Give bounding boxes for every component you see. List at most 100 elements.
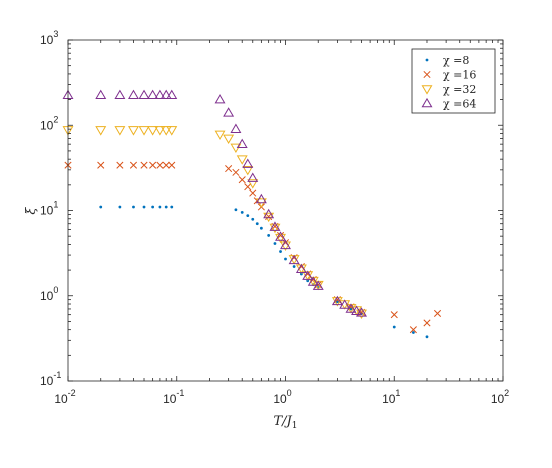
data-point bbox=[166, 89, 178, 100]
data-point bbox=[279, 250, 282, 253]
data-point bbox=[138, 126, 150, 136]
data-point bbox=[246, 214, 250, 218]
data-point bbox=[240, 210, 244, 214]
data-point bbox=[154, 126, 166, 136]
data-point bbox=[295, 263, 307, 273]
data-point bbox=[312, 280, 324, 290]
x-tick-label: 102 bbox=[491, 388, 509, 406]
data-point bbox=[166, 126, 178, 136]
data-point bbox=[99, 205, 103, 209]
data-point bbox=[280, 239, 291, 250]
legend-label: χ =16 bbox=[443, 69, 476, 82]
data-point bbox=[160, 126, 172, 136]
data-point bbox=[236, 155, 248, 165]
legend-entry: χ =32 bbox=[421, 83, 476, 96]
data-point bbox=[356, 307, 367, 317]
data-point bbox=[280, 241, 291, 251]
data-point bbox=[392, 325, 396, 329]
x-tick-label: 100 bbox=[273, 388, 291, 406]
data-point bbox=[138, 89, 150, 100]
data-point bbox=[160, 89, 172, 100]
data-point bbox=[299, 272, 303, 276]
legend-entry: χ =64 bbox=[421, 97, 476, 111]
legend-label: χ =8 bbox=[443, 54, 469, 67]
data-point bbox=[351, 305, 363, 315]
data-point bbox=[162, 161, 170, 169]
data-point bbox=[114, 126, 126, 136]
y-tick-label: 102 bbox=[40, 114, 58, 132]
data-point bbox=[132, 205, 135, 209]
data-point bbox=[129, 161, 138, 169]
data-point bbox=[140, 161, 148, 169]
data-point bbox=[149, 161, 157, 169]
x-tick-label: 101 bbox=[382, 388, 400, 406]
data-point bbox=[409, 326, 417, 334]
data-point bbox=[288, 255, 300, 265]
data-point bbox=[156, 161, 164, 169]
data-point bbox=[263, 208, 275, 219]
series-0 bbox=[99, 205, 429, 339]
y-tick-label: 101 bbox=[40, 200, 58, 218]
data-point bbox=[97, 161, 105, 169]
data-point bbox=[306, 279, 310, 283]
data-point bbox=[230, 143, 242, 153]
y-tick-label: 103 bbox=[40, 29, 58, 47]
data-point bbox=[433, 309, 442, 318]
data-point bbox=[114, 89, 126, 100]
data-point bbox=[214, 93, 226, 104]
data-point bbox=[302, 270, 314, 280]
data-point bbox=[147, 126, 159, 136]
legend-label: χ =64 bbox=[443, 98, 476, 111]
data-point bbox=[307, 276, 319, 286]
legend-marker bbox=[425, 58, 429, 62]
legend-label: χ =32 bbox=[443, 83, 476, 96]
data-point bbox=[275, 231, 286, 241]
data-point bbox=[411, 331, 415, 334]
data-point bbox=[267, 234, 271, 237]
legend: χ =8 χ =16χ =32 χ =64 bbox=[411, 48, 496, 114]
data-point bbox=[425, 335, 429, 339]
y-axis-label: ξ bbox=[24, 207, 39, 215]
x-tick-label: 10-2 bbox=[54, 388, 75, 406]
data-point bbox=[225, 165, 233, 173]
data-point bbox=[147, 89, 159, 100]
data-point bbox=[238, 176, 246, 184]
data-point bbox=[339, 299, 351, 309]
data-point bbox=[288, 254, 300, 265]
legend-entry: χ =8 bbox=[425, 54, 469, 67]
data-point bbox=[234, 208, 238, 212]
series-3 bbox=[62, 89, 367, 317]
data-point bbox=[247, 179, 259, 189]
data-point bbox=[170, 205, 174, 209]
data-point bbox=[223, 107, 235, 117]
data-point bbox=[95, 89, 107, 100]
data-point bbox=[118, 205, 122, 209]
data-point bbox=[242, 166, 254, 176]
data-point bbox=[247, 172, 259, 182]
data-point bbox=[255, 193, 267, 204]
data-point bbox=[255, 222, 259, 226]
data-point bbox=[335, 300, 339, 304]
legend-marker bbox=[421, 97, 433, 108]
data-point bbox=[236, 138, 248, 148]
data-point bbox=[128, 89, 139, 100]
data-point bbox=[423, 319, 431, 327]
data-point bbox=[168, 161, 176, 169]
data-point bbox=[273, 242, 277, 245]
data-point bbox=[251, 217, 255, 221]
data-point bbox=[214, 130, 226, 141]
data-point bbox=[259, 226, 263, 230]
data-point bbox=[158, 205, 162, 209]
data-point bbox=[269, 221, 281, 231]
data-point bbox=[128, 126, 139, 136]
data-point bbox=[164, 205, 168, 209]
data-point bbox=[390, 311, 398, 319]
data-point bbox=[269, 223, 281, 234]
y-tick-label: 100 bbox=[40, 285, 58, 303]
data-point bbox=[230, 123, 242, 133]
data-point bbox=[116, 161, 124, 169]
data-point bbox=[244, 183, 252, 191]
data-point bbox=[275, 233, 286, 244]
